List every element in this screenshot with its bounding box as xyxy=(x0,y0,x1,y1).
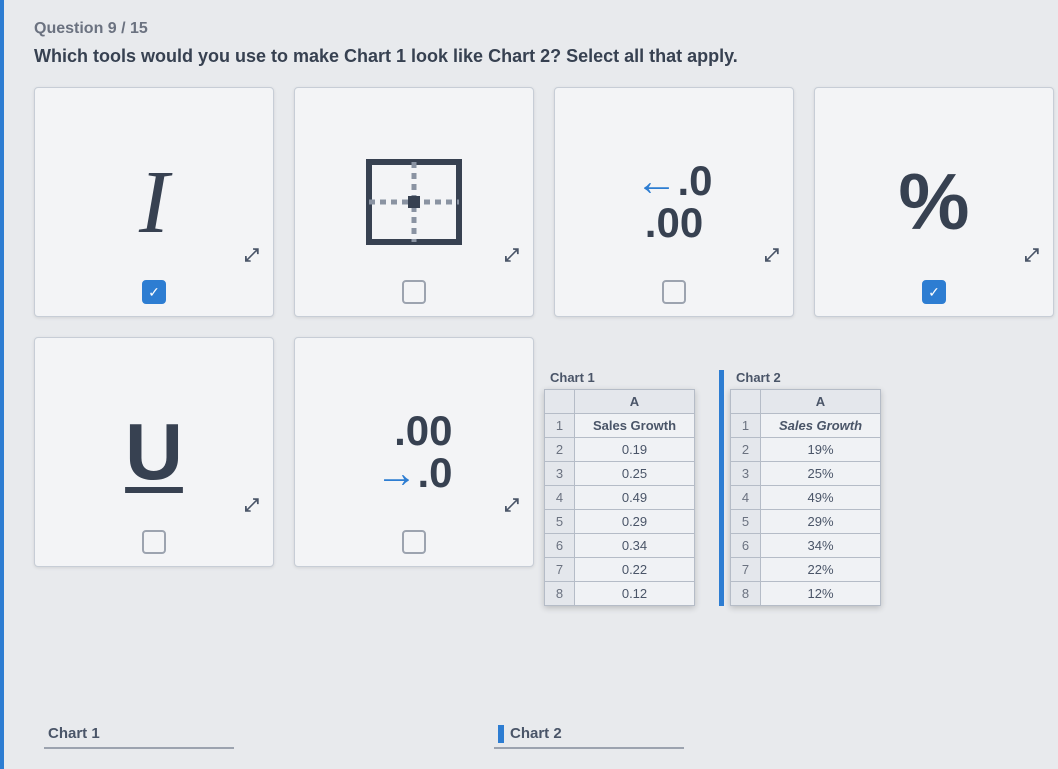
chart2-block: Chart 2 A 1Sales Growth 219% 325% 449% 5… xyxy=(719,370,881,606)
expand-icon[interactable]: ⤢ xyxy=(245,495,259,516)
table-row: 5 xyxy=(545,510,575,534)
table-row: 8 xyxy=(545,582,575,606)
chart2-col-letter: A xyxy=(761,390,881,414)
table-row: 2 xyxy=(731,438,761,462)
question-text: Which tools would you use to make Chart … xyxy=(34,46,1038,67)
options-row-2: U ⤢ .00 →.0 ⤢ xyxy=(34,337,1038,567)
option-decrease-decimal-checkbox[interactable] xyxy=(662,280,686,304)
table-row: 8 xyxy=(731,582,761,606)
table-row: 6 xyxy=(545,534,575,558)
table-row: 6 xyxy=(731,534,761,558)
expand-icon[interactable]: ⤢ xyxy=(505,495,519,516)
chart1-header-cell: Sales Growth xyxy=(575,414,695,438)
bottom-label-chart2[interactable]: Chart 2 xyxy=(494,721,684,749)
option-underline[interactable]: U ⤢ xyxy=(34,337,274,567)
table-row: 3 xyxy=(545,462,575,486)
option-underline-checkbox[interactable] xyxy=(142,530,166,554)
chart1-block: Chart 1 A 1Sales Growth 20.19 30.25 40.4… xyxy=(544,370,695,606)
chart2-title: Chart 2 xyxy=(730,370,881,385)
chart2-table: A 1Sales Growth 219% 325% 449% 529% 634%… xyxy=(730,389,881,606)
option-italic[interactable]: I ⤢ ✓ xyxy=(34,87,274,317)
table-row: 4 xyxy=(731,486,761,510)
option-borders[interactable]: ⤢ xyxy=(294,87,534,317)
expand-icon[interactable]: ⤢ xyxy=(245,245,259,266)
expand-icon[interactable]: ⤢ xyxy=(1025,245,1039,266)
charts-overlay: Chart 1 A 1Sales Growth 20.19 30.25 40.4… xyxy=(544,370,881,606)
options-row-1: I ⤢ ✓ ⤢ ←.0 .00 ⤢ % xyxy=(34,87,1038,317)
bottom-labels: Chart 1 Chart 2 xyxy=(44,721,684,749)
option-increase-decimal-checkbox[interactable] xyxy=(402,530,426,554)
expand-icon[interactable]: ⤢ xyxy=(765,245,779,266)
chart2-header-cell: Sales Growth xyxy=(761,414,881,438)
table-row: 7 xyxy=(731,558,761,582)
question-counter: Question 9 / 15 xyxy=(34,20,1038,38)
table-row: 4 xyxy=(545,486,575,510)
option-percent[interactable]: % ⤢ ✓ xyxy=(814,87,1054,317)
option-percent-checkbox[interactable]: ✓ xyxy=(922,280,946,304)
option-borders-checkbox[interactable] xyxy=(402,280,426,304)
table-row: 3 xyxy=(731,462,761,486)
table-row: 7 xyxy=(545,558,575,582)
expand-icon[interactable]: ⤢ xyxy=(505,245,519,266)
option-increase-decimal[interactable]: .00 →.0 ⤢ xyxy=(294,337,534,567)
table-row: 1 xyxy=(545,414,575,438)
table-row: 5 xyxy=(731,510,761,534)
bottom-label-chart1[interactable]: Chart 1 xyxy=(44,721,234,749)
option-decrease-decimal[interactable]: ←.0 .00 ⤢ xyxy=(554,87,794,317)
table-row: 1 xyxy=(731,414,761,438)
chart1-table: A 1Sales Growth 20.19 30.25 40.49 50.29 … xyxy=(544,389,695,606)
table-row: 2 xyxy=(545,438,575,462)
chart1-title: Chart 1 xyxy=(544,370,695,385)
option-italic-checkbox[interactable]: ✓ xyxy=(142,280,166,304)
chart1-col-letter: A xyxy=(575,390,695,414)
